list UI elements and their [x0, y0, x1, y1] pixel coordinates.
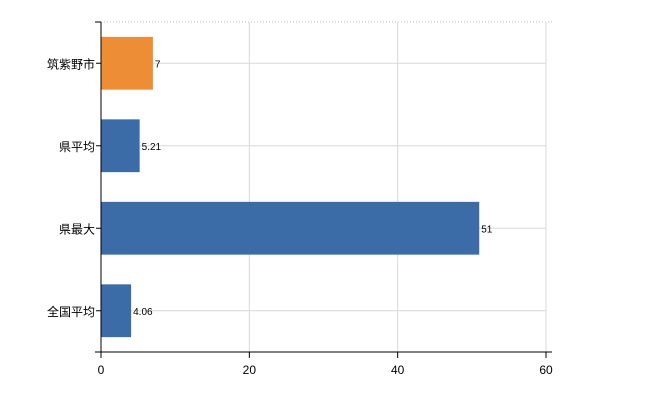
- axes: [95, 21, 552, 358]
- category-label: 県平均: [59, 140, 95, 154]
- grid-lines: [101, 21, 552, 352]
- category-label: 県最大: [59, 222, 95, 236]
- bar-value-label: 5.21: [142, 142, 162, 153]
- bar-value-label: 51: [481, 224, 493, 235]
- bar: [101, 36, 153, 90]
- bar: [101, 284, 132, 338]
- x-tick-label: 40: [391, 363, 405, 377]
- labels: 7 筑紫野市 5.21 県平均 51 県最大 4.06 全国平均 0 20 40 60: [47, 56, 553, 377]
- bar: [101, 119, 140, 173]
- x-tick-label: 60: [539, 363, 553, 377]
- x-tick-label: 20: [243, 363, 257, 377]
- bar-value-label: 7: [155, 59, 161, 70]
- x-tick-label: 0: [98, 363, 105, 377]
- bar-value-label: 4.06: [133, 307, 153, 318]
- category-label: 全国平均: [47, 304, 95, 319]
- category-label: 筑紫野市: [47, 56, 95, 71]
- bars: [101, 36, 480, 338]
- bar: [101, 201, 480, 255]
